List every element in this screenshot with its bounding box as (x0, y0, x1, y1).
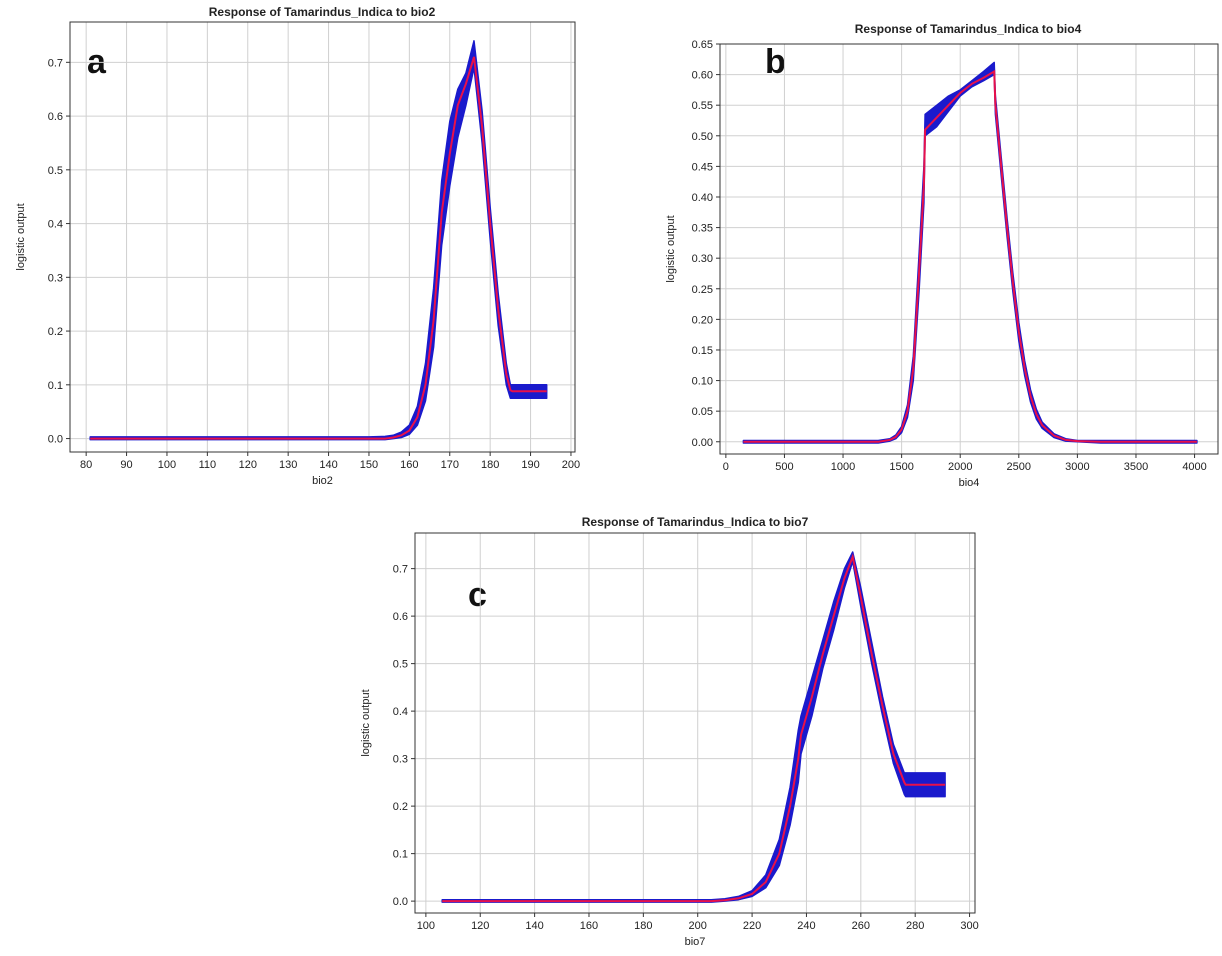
x-tick-label: 180 (481, 459, 499, 471)
panel-letter: b (765, 43, 786, 81)
y-axis-label: logistic output (360, 689, 372, 756)
x-tick-label: 120 (471, 920, 489, 932)
x-tick-label: 0 (723, 461, 729, 473)
x-tick-label: 130 (279, 459, 297, 471)
plot-frame (719, 43, 1219, 455)
y-tick-label: 0.45 (692, 161, 713, 173)
x-tick-label: 1500 (889, 461, 913, 473)
x-tick-label: 300 (960, 920, 978, 932)
y-tick-label: 0.7 (48, 57, 63, 69)
chart-title: Response of Tamarindus_Indica to bio4 (854, 22, 1082, 36)
x-tick-label: 150 (360, 459, 378, 471)
y-tick-label: 0.35 (692, 223, 713, 235)
y-tick-label: 0.10 (692, 376, 713, 388)
y-tick-label: 0.50 (692, 131, 713, 143)
x-tick-label: 4000 (1182, 461, 1206, 473)
x-tick-label: 200 (562, 459, 580, 471)
x-axis-label: bio4 (959, 477, 980, 489)
x-tick-label: 260 (852, 920, 870, 932)
chart-panel-b: Response of Tamarindus_Indica to bio4 b … (665, 22, 1219, 489)
y-axis-label: logistic output (665, 215, 677, 282)
x-tick-label: 2000 (948, 461, 972, 473)
y-tick-label: 0.40 (692, 192, 713, 204)
x-tick-label: 160 (400, 459, 418, 471)
x-tick-label: 190 (521, 459, 539, 471)
y-tick-label: 0.60 (692, 70, 713, 82)
y-tick-label: 0.30 (692, 253, 713, 265)
plot-frame (414, 532, 976, 914)
mean-response-line (743, 69, 1197, 443)
y-tick-label: 0.3 (393, 754, 408, 766)
chart-title: Response of Tamarindus_Indica to bio2 (208, 5, 436, 19)
y-tick-label: 0.15 (692, 345, 713, 357)
y-tick-label: 0.7 (393, 564, 408, 576)
x-tick-label: 80 (80, 459, 92, 471)
x-tick-label: 2500 (1007, 461, 1031, 473)
mean-response-line (442, 553, 946, 903)
x-tick-label: 110 (199, 459, 217, 471)
x-tick-label: 120 (239, 459, 257, 471)
confidence-band (441, 551, 946, 903)
x-axis-label: bio7 (685, 936, 706, 948)
x-tick-label: 280 (906, 920, 924, 932)
chart-svg: 80 90 100 110 120 130 140 150 160 170 180 190 200 0.0… (15, 21, 580, 487)
y-tick-label: 0.6 (48, 111, 63, 123)
confidence-band (89, 40, 548, 441)
x-tick-label: 100 (158, 459, 176, 471)
y-tick-label: 0.20 (692, 314, 713, 326)
x-tick-label: 220 (743, 920, 761, 932)
y-tick-label: 0.55 (692, 100, 713, 112)
y-tick-label: 0.3 (48, 272, 63, 284)
x-tick-label: 160 (580, 920, 598, 932)
x-tick-label: 170 (441, 459, 459, 471)
y-tick-label: 0.5 (393, 659, 408, 671)
plot-frame (69, 21, 576, 453)
y-tick-label: 0.00 (692, 437, 713, 449)
mean-response-line (90, 56, 547, 440)
x-tick-label: 3000 (1065, 461, 1089, 473)
x-tick-label: 200 (689, 920, 707, 932)
y-tick-label: 0.2 (393, 801, 408, 813)
x-tick-label: 500 (775, 461, 793, 473)
y-tick-label: 0.25 (692, 284, 713, 296)
chart-svg: 0 500 1000 1500 2000 2500 3000 3500 4000 0.00 0.05… (665, 39, 1219, 489)
x-tick-label: 180 (634, 920, 652, 932)
x-tick-label: 140 (525, 920, 543, 932)
x-tick-label: 3500 (1124, 461, 1148, 473)
y-tick-label: 0.2 (48, 326, 63, 338)
x-tick-label: 140 (319, 459, 337, 471)
x-tick-label: 90 (120, 459, 132, 471)
y-tick-label: 0.1 (393, 849, 408, 861)
chart-panel-a: Response of Tamarindus_Indica to bio2 a … (0, 0, 600, 487)
x-axis-label: bio2 (312, 475, 333, 487)
y-tick-label: 0.0 (48, 434, 63, 446)
y-tick-label: 0.05 (692, 406, 713, 418)
y-tick-label: 0.65 (692, 39, 713, 51)
chart-title: Response of Tamarindus_Indica to bio7 (581, 515, 809, 529)
x-tick-label: 1000 (831, 461, 855, 473)
y-tick-label: 0.4 (48, 219, 63, 231)
y-tick-label: 0.5 (48, 165, 63, 177)
x-tick-label: 240 (797, 920, 815, 932)
y-tick-label: 0.4 (393, 706, 408, 718)
panel-letter: c (468, 576, 487, 614)
x-tick-label: 100 (417, 920, 435, 932)
y-tick-label: 0.1 (48, 380, 63, 392)
y-tick-label: 0.0 (393, 896, 408, 908)
y-axis-label: logistic output (15, 203, 27, 270)
y-tick-label: 0.6 (393, 611, 408, 623)
